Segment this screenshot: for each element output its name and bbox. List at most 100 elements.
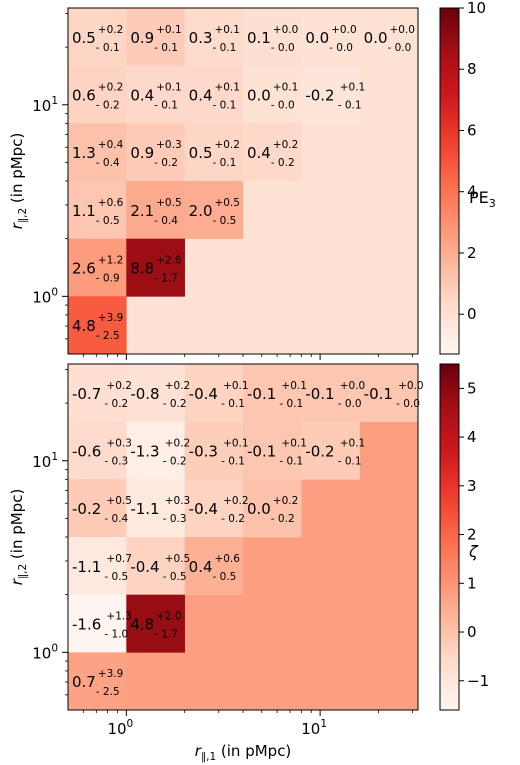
colorbar-tick-label: 0 xyxy=(467,623,477,641)
cell-upper-error: +0.6 xyxy=(98,197,124,209)
x-tick-label: 100 xyxy=(107,718,133,738)
cell-lower-error: - 0.1 xyxy=(279,456,303,468)
cell-lower-error: - 0.2 xyxy=(221,513,245,525)
heatmap-cell xyxy=(126,123,185,182)
cell-label: -0.1 +0.1 - 0.1 xyxy=(247,380,307,410)
cell-value-label: -0.1 xyxy=(305,385,334,403)
colorbar-tick-label: −1 xyxy=(467,672,489,690)
cell-upper-error: +3.9 xyxy=(98,312,124,324)
cell-value-label: 0.4 xyxy=(189,558,213,576)
heatmap-cell xyxy=(184,65,244,124)
cell-label: 0.0 +0.0 - 0.0 xyxy=(305,24,356,54)
cell-upper-error: +0.1 xyxy=(156,82,182,94)
heatmap-cell xyxy=(359,8,419,66)
heatmap-panel-2: -0.7 +0.2- 0.2-0.8 +0.2- 0.2-0.4 +0.1- 0.1-… xyxy=(8,363,489,763)
cell-label: -0.1 +0.1 - 0.1 xyxy=(247,438,307,468)
cell-value-label: 4.8 xyxy=(72,317,96,335)
heatmap-cell xyxy=(126,537,185,595)
cell-upper-error: +0.0 xyxy=(389,24,415,36)
cell-lower-error: - 0.2 xyxy=(154,157,178,169)
cell-label: 0.5 +0.2 - 0.1 xyxy=(72,24,123,54)
cell-value-label: -0.7 xyxy=(72,385,101,403)
heatmap-cell xyxy=(359,364,419,422)
cell-label: -1.1 +0.7 - 0.5 xyxy=(72,553,132,583)
heatmap-cell xyxy=(68,652,127,711)
cell-label: -0.1 +0.0 - 0.0 xyxy=(364,380,424,410)
cell-label: 0.4 +0.1 - 0.1 xyxy=(130,82,181,112)
cell-value-label: 0.0 xyxy=(247,500,271,518)
cell-value-label: -0.6 xyxy=(72,443,101,461)
heatmap-cell xyxy=(184,537,244,595)
cell-value-label: 1.3 xyxy=(72,144,96,162)
cell-upper-error: +0.1 xyxy=(340,438,366,450)
colorbar-tick-label: 6 xyxy=(467,121,477,139)
cell-upper-error: +0.2 xyxy=(214,139,240,151)
cell-value-label: 0.3 xyxy=(189,29,213,47)
cell-upper-error: +0.5 xyxy=(214,197,240,209)
heatmap-cell xyxy=(184,181,244,239)
cell-upper-error: +0.3 xyxy=(156,139,182,151)
cell-value-label: -0.2 xyxy=(305,87,334,105)
cell-label: -0.4 +0.2 - 0.2 xyxy=(189,495,249,525)
cell-label: -0.4 +0.1 - 0.1 xyxy=(189,380,249,410)
cell-lower-error: - 0.5 xyxy=(212,215,236,227)
cell-upper-error: +0.1 xyxy=(214,24,240,36)
y-axis-label: r∥,2 (in pMpc) xyxy=(8,133,29,230)
cell-lower-error: - 0.2 xyxy=(96,100,120,112)
cell-label: 0.0 +0.1 - 0.0 xyxy=(247,82,298,112)
y-tick-label: 100 xyxy=(32,642,58,662)
cell-label: -0.2 +0.5 - 0.4 xyxy=(72,495,132,525)
cell-label: 0.4 +0.6 - 0.5 xyxy=(189,553,241,583)
cell-lower-error: - 0.0 xyxy=(271,100,295,112)
cell-lower-error: - 0.5 xyxy=(163,571,187,583)
cell-label: 8.8 +2.6 - 1.7 xyxy=(130,255,182,285)
heatmap-cell xyxy=(184,8,244,66)
colorbar-label: ζ xyxy=(468,542,479,561)
cell-upper-error: +0.1 xyxy=(340,82,366,94)
heatmap-panel-1: 0.5 +0.2- 0.10.9 +0.1- 0.10.3 +0.1- 0.10.1 +… xyxy=(8,0,496,360)
cell-label: -0.2 +0.1 - 0.1 xyxy=(305,438,365,468)
heatmap-cell xyxy=(243,65,302,124)
heatmap-cell xyxy=(184,123,244,182)
heatmap-cell xyxy=(126,8,185,66)
cell-value-label: -0.2 xyxy=(72,500,101,518)
heatmap-cell xyxy=(68,479,127,538)
cell-value-label: 4.8 xyxy=(130,616,154,634)
cell-upper-error: +0.1 xyxy=(281,380,307,392)
cell-upper-error: +0.1 xyxy=(223,380,249,392)
cell-upper-error: +0.0 xyxy=(398,380,424,392)
heatmap-cell xyxy=(68,594,127,653)
cell-value-label: -0.4 xyxy=(189,500,218,518)
cell-value-label: -0.4 xyxy=(130,558,159,576)
heatmap-cell xyxy=(68,8,127,66)
cell-upper-error: +2.6 xyxy=(156,255,182,267)
cell-upper-error: +0.5 xyxy=(106,495,131,507)
cell-lower-error: - 0.5 xyxy=(212,571,236,583)
cell-value-label: 0.0 xyxy=(364,29,388,47)
heatmap-cell xyxy=(243,421,302,480)
heatmap-cell xyxy=(243,8,302,66)
cell-lower-error: - 1.0 xyxy=(104,629,128,641)
cell-value-label: 0.0 xyxy=(305,29,329,47)
colorbar-tick-label: 0 xyxy=(467,305,477,323)
cell-label: 4.8 +2.0 - 1.7 xyxy=(130,611,181,641)
cell-lower-error: - 0.1 xyxy=(212,42,236,54)
colorbar-label: PE3 xyxy=(469,188,496,210)
cell-value-label: 0.4 xyxy=(130,87,154,105)
cell-label: 0.7 +3.9 - 2.5 xyxy=(72,668,123,698)
cell-value-label: -1.3 xyxy=(130,443,159,461)
cell-lower-error: - 1.7 xyxy=(154,273,178,285)
colorbar-tick-label: 3 xyxy=(467,477,477,495)
cell-lower-error: - 0.5 xyxy=(96,215,120,227)
cell-label: 0.0 +0.2 - 0.2 xyxy=(247,495,298,525)
cell-lower-error: - 0.1 xyxy=(338,100,362,112)
cell-value-label: 0.4 xyxy=(247,144,271,162)
cell-value-label: 0.0 xyxy=(247,87,271,105)
cell-lower-error: - 0.1 xyxy=(279,398,303,410)
colorbar: 5 4 3 2 1 0 −1 ζ xyxy=(439,363,489,711)
cell-upper-error: +0.2 xyxy=(223,495,249,507)
cell-lower-error: - 2.5 xyxy=(96,330,120,342)
heatmap-cell xyxy=(301,364,360,422)
cell-lower-error: - 0.4 xyxy=(154,215,178,227)
